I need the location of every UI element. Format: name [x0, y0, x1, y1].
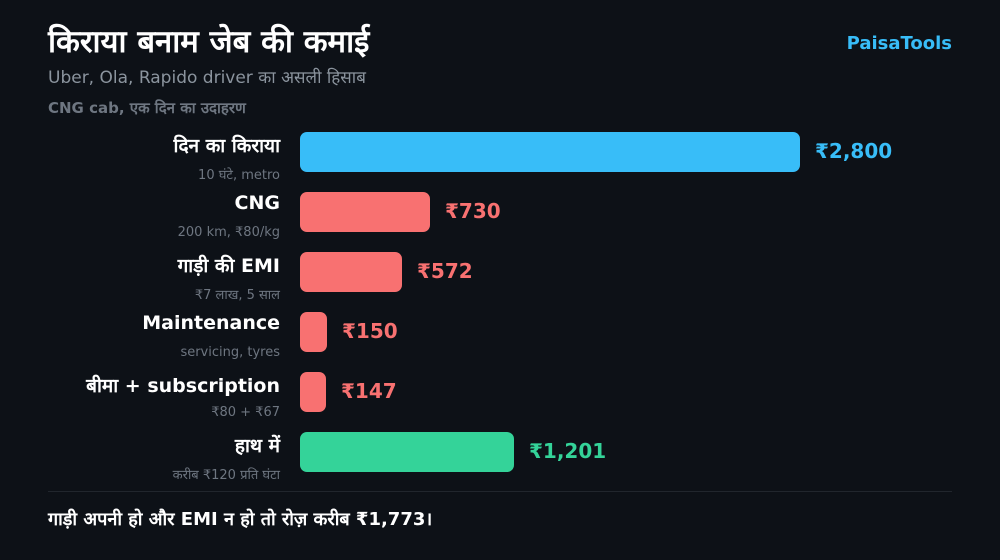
category-sublabel: 10 घंटे, metro — [198, 168, 280, 183]
chart-row: गाड़ी की EMI ₹7 लाख, 5 साल ₹572 — [0, 252, 1000, 312]
chart-caption: CNG cab, एक दिन का उदाहरण — [48, 99, 246, 117]
chart-subtitle: Uber, Ola, Rapido driver का असली हिसाब — [48, 68, 366, 88]
chart-row: Maintenance servicing, tyres ₹150 — [0, 312, 1000, 372]
divider — [48, 491, 952, 492]
cost-bar — [300, 312, 327, 352]
category-label: Maintenance — [142, 312, 280, 334]
footer-note: गाड़ी अपनी हो और EMI न हो तो रोज़ करीब ₹… — [48, 509, 433, 530]
bar-value-label: ₹150 — [342, 319, 398, 343]
bar-value-label: ₹730 — [445, 199, 501, 223]
income-bar — [300, 132, 800, 172]
chart-row: CNG 200 km, ₹80/kg ₹730 — [0, 192, 1000, 252]
bar-value-label: ₹2,800 — [815, 139, 893, 163]
category-label: CNG — [234, 192, 280, 214]
bar-value-label: ₹572 — [417, 259, 473, 283]
chart-row: हाथ में करीब ₹120 प्रति घंटा ₹1,201 — [0, 432, 1000, 492]
bar-value-label: ₹1,201 — [529, 439, 607, 463]
bar-value-label: ₹147 — [341, 379, 397, 403]
cost-bar — [300, 192, 430, 232]
chart-row: बीमा + subscription ₹80 + ₹67 ₹147 — [0, 372, 1000, 432]
cost-bar — [300, 252, 402, 292]
chart-row: दिन का किराया 10 घंटे, metro ₹2,800 — [0, 132, 1000, 192]
category-sublabel: करीब ₹120 प्रति घंटा — [172, 468, 280, 483]
net-bar — [300, 432, 514, 472]
brand-logo-text: PaisaTools — [846, 33, 952, 54]
category-label: गाड़ी की EMI — [177, 255, 280, 277]
cost-bar — [300, 372, 326, 412]
chart-title: किराया बनाम जेब की कमाई — [48, 24, 370, 60]
category-label: दिन का किराया — [173, 135, 280, 157]
category-sublabel: servicing, tyres — [180, 345, 280, 360]
category-label: हाथ में — [234, 435, 280, 457]
category-sublabel: 200 km, ₹80/kg — [177, 225, 280, 240]
category-sublabel: ₹7 लाख, 5 साल — [194, 288, 280, 303]
category-sublabel: ₹80 + ₹67 — [211, 405, 280, 420]
category-label: बीमा + subscription — [86, 375, 280, 397]
